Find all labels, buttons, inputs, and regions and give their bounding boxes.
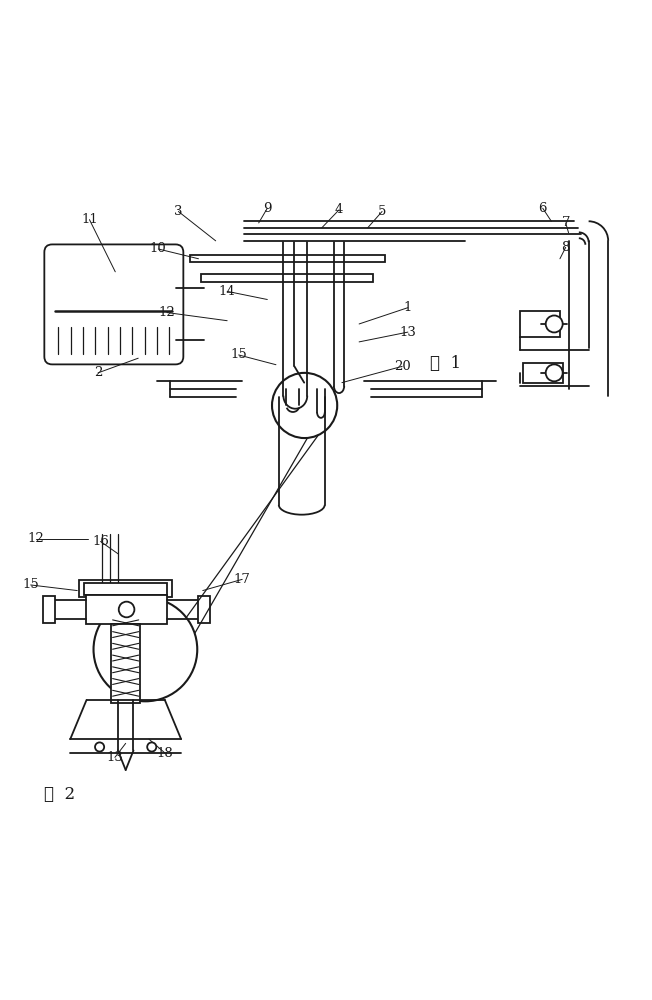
Text: 图  2: 图 2 xyxy=(44,786,75,803)
Bar xyxy=(111,624,140,703)
Text: 7: 7 xyxy=(561,216,570,229)
Bar xyxy=(85,583,167,595)
Text: 13: 13 xyxy=(400,326,417,339)
Circle shape xyxy=(546,364,563,381)
Circle shape xyxy=(95,742,104,752)
Text: 4: 4 xyxy=(335,203,343,216)
Text: 6: 6 xyxy=(539,202,547,215)
Bar xyxy=(190,255,385,262)
Bar xyxy=(43,596,55,623)
Text: 10: 10 xyxy=(150,242,167,255)
Text: 5: 5 xyxy=(378,205,386,218)
Text: 9: 9 xyxy=(263,202,272,215)
Text: 11: 11 xyxy=(81,213,98,226)
Text: 12: 12 xyxy=(27,532,44,545)
Text: 14: 14 xyxy=(219,285,235,298)
Text: 2: 2 xyxy=(94,366,102,379)
Text: 20: 20 xyxy=(394,360,411,373)
Circle shape xyxy=(546,315,563,332)
Bar xyxy=(80,580,172,597)
Text: 17: 17 xyxy=(234,573,250,586)
Text: 18: 18 xyxy=(156,747,173,760)
Bar xyxy=(520,311,560,337)
Text: 16: 16 xyxy=(92,535,109,548)
Text: 8: 8 xyxy=(561,241,570,254)
Text: 15: 15 xyxy=(230,348,247,361)
Text: 3: 3 xyxy=(174,205,183,218)
Circle shape xyxy=(147,742,156,752)
Text: 13: 13 xyxy=(106,751,123,764)
Text: 图  1: 图 1 xyxy=(430,355,461,372)
Bar xyxy=(198,596,210,623)
Circle shape xyxy=(119,602,134,617)
Text: 12: 12 xyxy=(158,306,175,319)
Bar xyxy=(523,363,563,383)
Bar xyxy=(86,595,167,624)
FancyBboxPatch shape xyxy=(44,244,183,364)
Text: 1: 1 xyxy=(404,301,412,314)
Bar xyxy=(201,274,374,282)
Text: 15: 15 xyxy=(22,578,39,591)
